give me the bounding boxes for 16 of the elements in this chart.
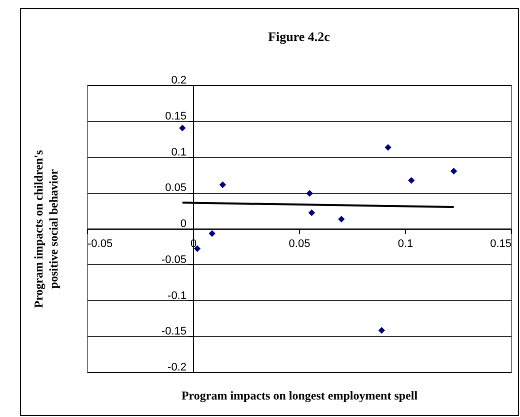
y-tick-label: -0.2 — [168, 362, 186, 374]
y-tick-label: -0.1 — [168, 290, 186, 302]
y-tick-label: 0.15 — [165, 110, 186, 122]
y-tick-label: -0.05 — [161, 254, 186, 266]
x-axis-title: Program impacts on longest employment spell — [181, 388, 418, 402]
chart-title: Figure 4.2c — [268, 29, 330, 44]
y-tick-label: 0 — [180, 218, 186, 230]
y-tick-label: 0.1 — [171, 146, 186, 158]
x-tick-label: 0.15 — [490, 238, 512, 250]
y-tick-label: -0.15 — [161, 326, 186, 338]
x-tick-label: -0.05 — [88, 238, 113, 250]
y-axis-title: Program impacts on children's positive social behavior — [32, 150, 60, 308]
x-tick-label: 0.05 — [288, 238, 310, 250]
y-tick-label: 0.05 — [165, 182, 186, 194]
x-tick-label: 0.1 — [398, 238, 414, 250]
y-tick-label: 0.2 — [171, 74, 186, 86]
